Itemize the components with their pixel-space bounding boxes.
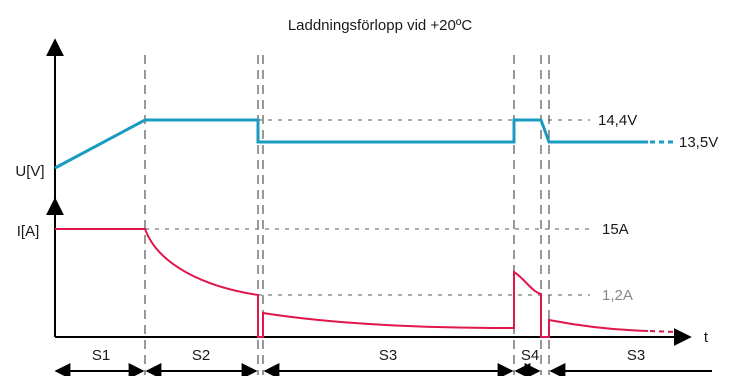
v-high-label: 14,4V: [598, 112, 637, 129]
stage-label-s3: S3: [379, 347, 397, 364]
i-max-label: 15A: [602, 221, 629, 238]
current-axis-label: I[A]: [17, 223, 40, 240]
chart-title: Laddningsförlopp vid +20ºC: [288, 17, 473, 34]
v-float-label: 13,5V: [679, 134, 718, 151]
i-low-label: 1,2A: [602, 287, 633, 304]
level-guides: [145, 119, 590, 296]
stage-boundaries: [144, 55, 550, 375]
time-axis-label: t: [704, 329, 709, 346]
stage-label-s2: S2: [192, 347, 210, 364]
current-series-continuation: [649, 330, 677, 333]
stage-label-s3b: S3: [627, 347, 645, 364]
stage-label-s1: S1: [92, 347, 110, 364]
current-series-line: [55, 228, 649, 338]
voltage-series-line: [54, 118, 648, 170]
stage-label-s4: S4: [521, 347, 539, 364]
voltage-axis-label: U[V]: [15, 163, 44, 180]
